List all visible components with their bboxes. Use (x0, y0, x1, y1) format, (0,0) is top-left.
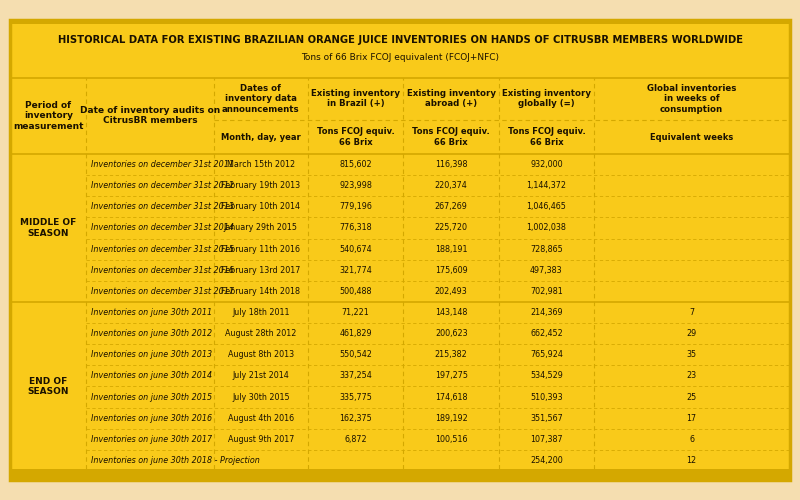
Text: August 4th 2016: August 4th 2016 (228, 414, 294, 422)
Text: 534,529: 534,529 (530, 372, 563, 380)
Text: 662,452: 662,452 (530, 329, 562, 338)
Text: 461,829: 461,829 (339, 329, 372, 338)
Text: July 30th 2015: July 30th 2015 (232, 392, 290, 402)
Text: Existing inventory
in Brazil (+): Existing inventory in Brazil (+) (311, 89, 400, 108)
Text: July 18th 2011: July 18th 2011 (232, 308, 290, 317)
Text: 254,200: 254,200 (530, 456, 562, 465)
Text: 225,720: 225,720 (434, 224, 468, 232)
Text: 779,196: 779,196 (339, 202, 372, 211)
Text: 188,191: 188,191 (435, 244, 467, 254)
Text: Inventories on december 31st 2016: Inventories on december 31st 2016 (91, 266, 234, 274)
Text: 497,383: 497,383 (530, 266, 562, 274)
Text: 29: 29 (686, 329, 697, 338)
Text: Tons FCOJ equiv.
66 Brix: Tons FCOJ equiv. 66 Brix (412, 128, 490, 146)
Text: 923,998: 923,998 (339, 181, 372, 190)
Text: Inventories on december 31st 2012: Inventories on december 31st 2012 (91, 181, 234, 190)
Text: February 10th 2014: February 10th 2014 (222, 202, 300, 211)
Text: 500,488: 500,488 (339, 287, 372, 296)
Text: 215,382: 215,382 (435, 350, 467, 360)
Text: 815,602: 815,602 (339, 160, 372, 169)
Text: February 14th 2018: February 14th 2018 (222, 287, 300, 296)
Text: 932,000: 932,000 (530, 160, 562, 169)
Text: 1,002,038: 1,002,038 (526, 224, 566, 232)
Text: 1,046,465: 1,046,465 (526, 202, 566, 211)
Text: Global inventories
in weeks of
consumption: Global inventories in weeks of consumpti… (647, 84, 736, 114)
Text: February 19th 2013: February 19th 2013 (222, 181, 300, 190)
Text: 107,387: 107,387 (530, 435, 562, 444)
Text: 351,567: 351,567 (530, 414, 562, 422)
Text: 100,516: 100,516 (435, 435, 467, 444)
Text: 175,609: 175,609 (435, 266, 467, 274)
Text: Inventories on december 31st 2011: Inventories on december 31st 2011 (91, 160, 234, 169)
Text: 776,318: 776,318 (339, 224, 372, 232)
Text: 220,374: 220,374 (435, 181, 467, 190)
Text: 550,542: 550,542 (339, 350, 372, 360)
Text: 143,148: 143,148 (435, 308, 467, 317)
Text: Date of inventory audits on
CitrusBR members: Date of inventory audits on CitrusBR mem… (80, 106, 220, 126)
Text: Inventories on june 30th 2014: Inventories on june 30th 2014 (91, 372, 212, 380)
Text: Existing inventory
globally (=): Existing inventory globally (=) (502, 89, 591, 108)
Text: 202,493: 202,493 (435, 287, 467, 296)
Text: Dates of
inventory data
announcements: Dates of inventory data announcements (222, 84, 300, 114)
Text: 702,981: 702,981 (530, 287, 562, 296)
Text: Inventories on december 31st 2014: Inventories on december 31st 2014 (91, 224, 234, 232)
Text: Tons of 66 Brix FCOJ equivalent (FCOJ+NFC): Tons of 66 Brix FCOJ equivalent (FCOJ+NF… (301, 54, 499, 62)
Text: August 28th 2012: August 28th 2012 (225, 329, 297, 338)
Text: 116,398: 116,398 (435, 160, 467, 169)
Text: 71,221: 71,221 (342, 308, 370, 317)
Text: 25: 25 (686, 392, 697, 402)
Text: Tons FCOJ equiv.
66 Brix: Tons FCOJ equiv. 66 Brix (317, 128, 394, 146)
Text: Inventories on june 30th 2016: Inventories on june 30th 2016 (91, 414, 212, 422)
Text: Inventories on june 30th 2011: Inventories on june 30th 2011 (91, 308, 212, 317)
Text: 174,618: 174,618 (435, 392, 467, 402)
Text: Existing inventory
abroad (+): Existing inventory abroad (+) (406, 89, 496, 108)
Text: 728,865: 728,865 (530, 244, 562, 254)
Text: 7: 7 (689, 308, 694, 317)
Text: 335,775: 335,775 (339, 392, 372, 402)
Text: August 8th 2013: August 8th 2013 (228, 350, 294, 360)
Text: 337,254: 337,254 (339, 372, 372, 380)
Text: 12: 12 (686, 456, 697, 465)
Text: Period of
inventory
measurement: Period of inventory measurement (13, 101, 84, 130)
Text: END OF
SEASON: END OF SEASON (28, 377, 69, 396)
Text: July 21st 2014: July 21st 2014 (233, 372, 289, 380)
Text: 162,375: 162,375 (339, 414, 372, 422)
Text: February 11th 2016: February 11th 2016 (222, 244, 300, 254)
FancyBboxPatch shape (10, 20, 790, 24)
FancyBboxPatch shape (10, 469, 790, 480)
Text: 197,275: 197,275 (434, 372, 468, 380)
Text: Inventories on december 31st 2017: Inventories on december 31st 2017 (91, 287, 234, 296)
Text: August 9th 2017: August 9th 2017 (228, 435, 294, 444)
FancyBboxPatch shape (10, 20, 790, 480)
Text: 17: 17 (686, 414, 697, 422)
Text: Inventories on december 31st 2015: Inventories on december 31st 2015 (91, 244, 234, 254)
Text: Inventories on june 30th 2013: Inventories on june 30th 2013 (91, 350, 212, 360)
Text: 1,144,372: 1,144,372 (526, 181, 566, 190)
Text: 540,674: 540,674 (339, 244, 372, 254)
Text: HISTORICAL DATA FOR EXISTING BRAZILIAN ORANGE JUICE INVENTORIES ON HANDS OF CITR: HISTORICAL DATA FOR EXISTING BRAZILIAN O… (58, 35, 742, 45)
Text: 35: 35 (686, 350, 697, 360)
Text: February 13rd 2017: February 13rd 2017 (221, 266, 301, 274)
Text: 321,774: 321,774 (339, 266, 372, 274)
Text: Equivalent weeks: Equivalent weeks (650, 132, 734, 141)
Text: March 15th 2012: March 15th 2012 (226, 160, 295, 169)
Text: 510,393: 510,393 (530, 392, 562, 402)
Text: 214,369: 214,369 (530, 308, 562, 317)
Text: Inventories on june 30th 2012: Inventories on june 30th 2012 (91, 329, 212, 338)
Text: MIDDLE OF
SEASON: MIDDLE OF SEASON (20, 218, 77, 238)
Text: 23: 23 (686, 372, 697, 380)
Text: 6: 6 (689, 435, 694, 444)
Text: 765,924: 765,924 (530, 350, 563, 360)
Text: Inventories on june 30th 2018 - Projection: Inventories on june 30th 2018 - Projecti… (91, 456, 260, 465)
Text: January 29th 2015: January 29th 2015 (224, 224, 298, 232)
Text: 189,192: 189,192 (435, 414, 467, 422)
Text: Tons FCOJ equiv.
66 Brix: Tons FCOJ equiv. 66 Brix (507, 128, 586, 146)
Text: 267,269: 267,269 (434, 202, 468, 211)
Text: Inventories on june 30th 2017: Inventories on june 30th 2017 (91, 435, 212, 444)
Text: 200,623: 200,623 (435, 329, 467, 338)
Text: Month, day, year: Month, day, year (221, 132, 301, 141)
Text: Inventories on december 31st 2013: Inventories on december 31st 2013 (91, 202, 234, 211)
Text: Inventories on june 30th 2015: Inventories on june 30th 2015 (91, 392, 212, 402)
Text: 6,872: 6,872 (344, 435, 367, 444)
